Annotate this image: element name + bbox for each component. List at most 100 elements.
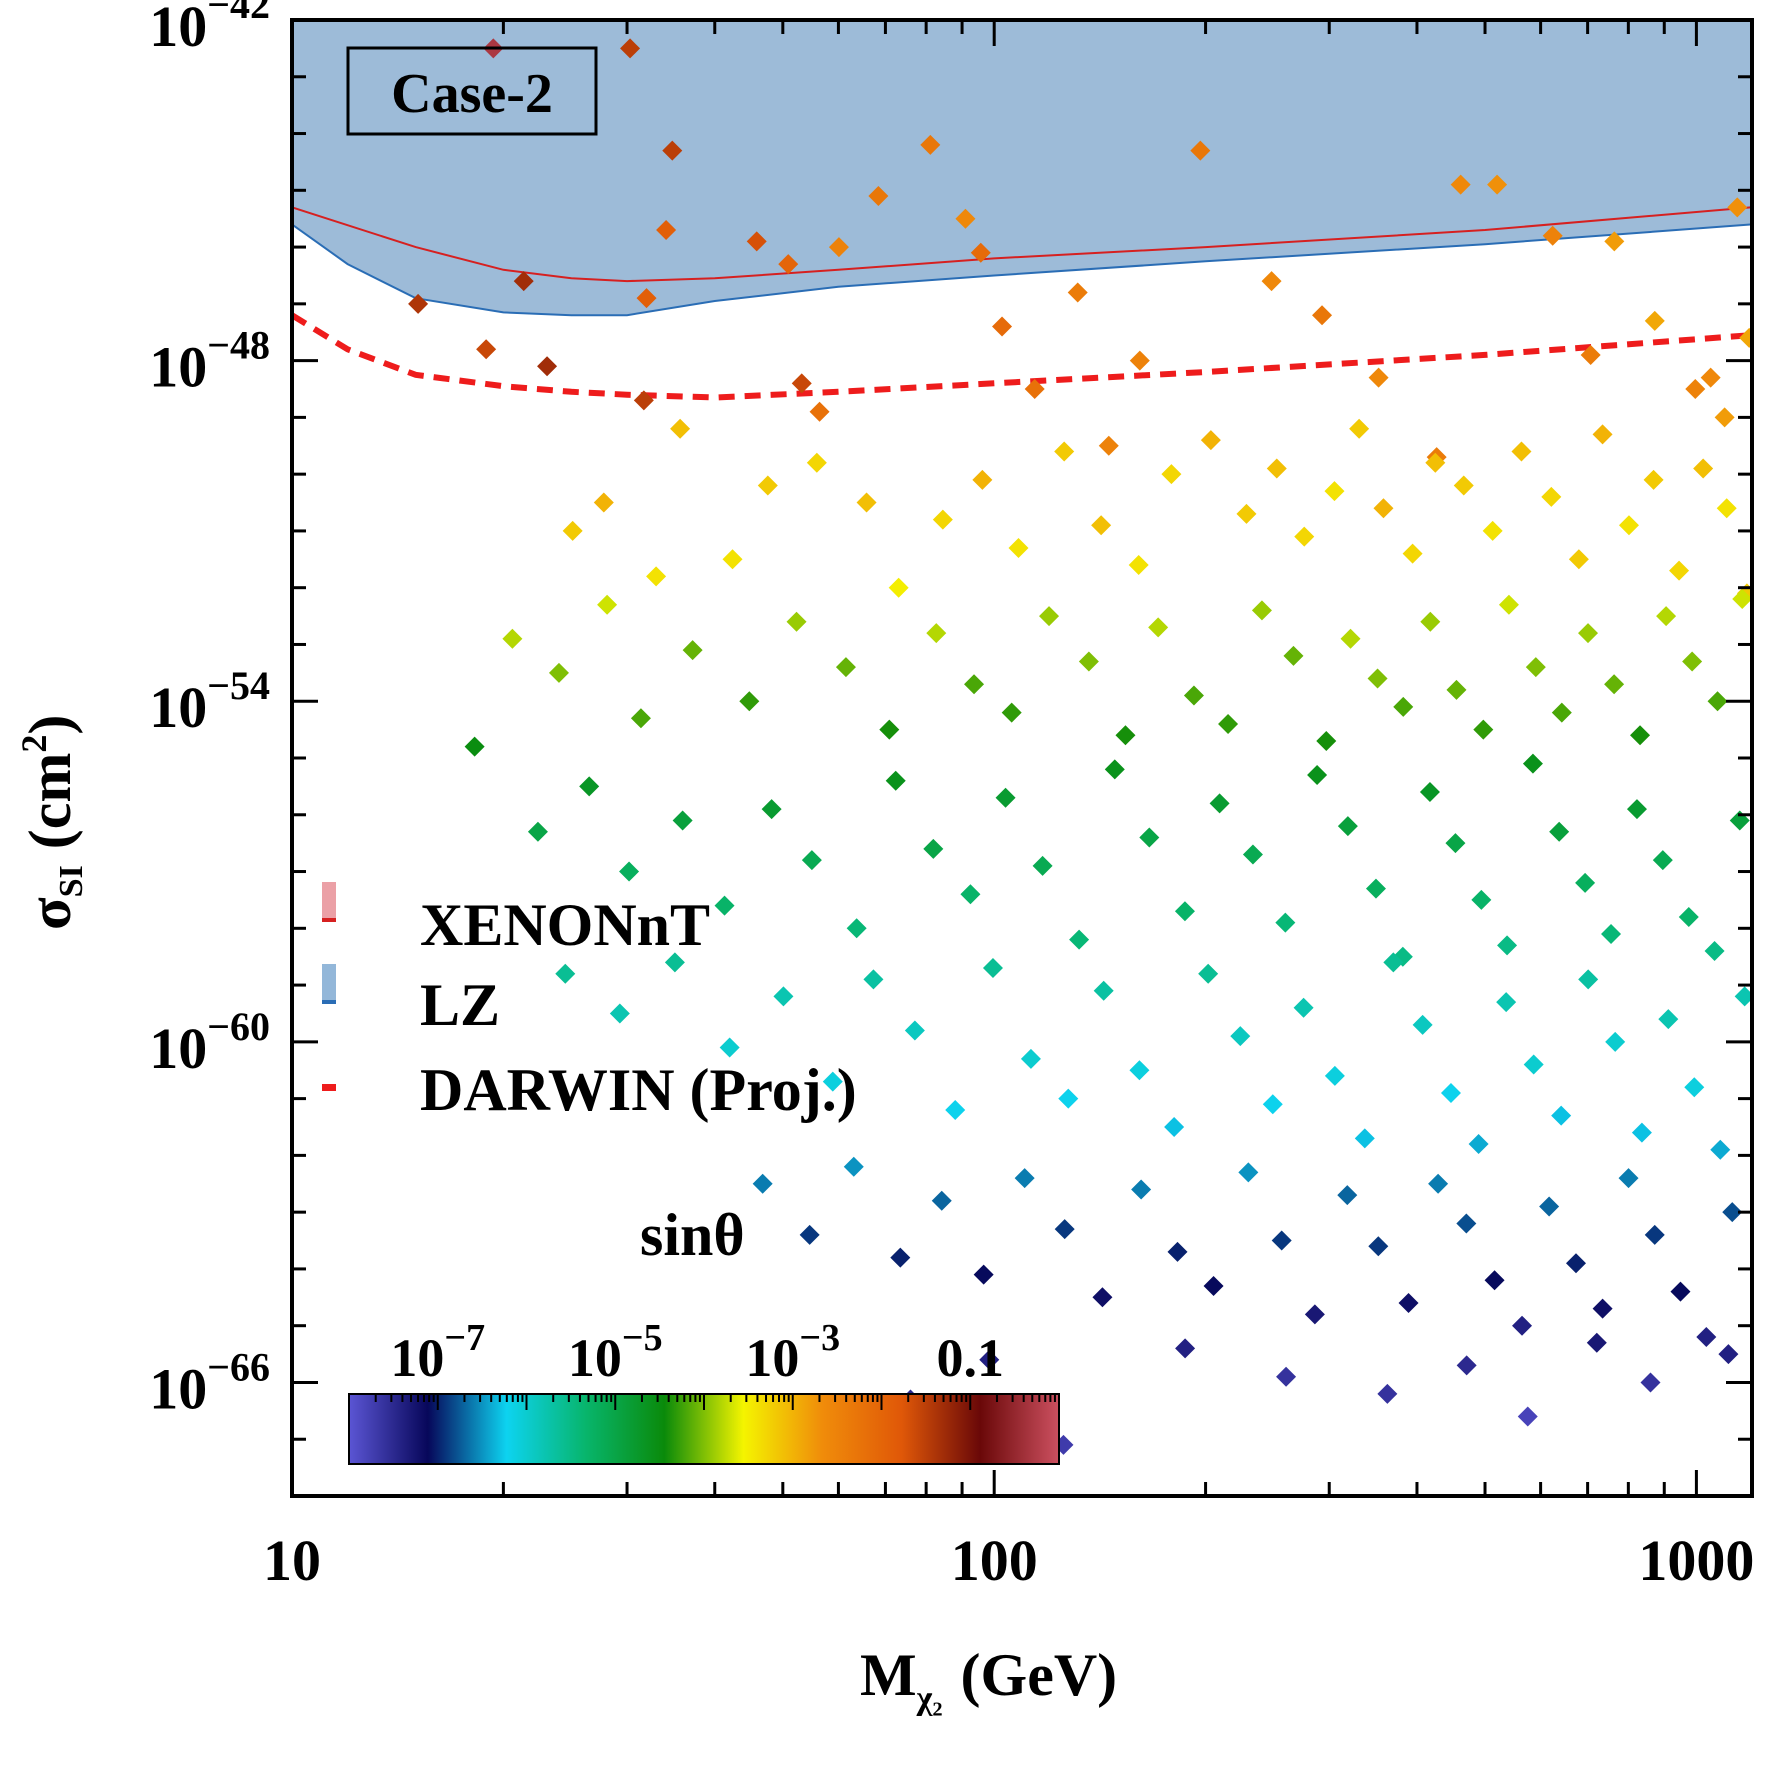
y-tick-label: 10−54 <box>149 663 270 740</box>
data-point <box>1644 310 1665 331</box>
data-point <box>1349 418 1370 439</box>
data-point <box>773 986 794 1007</box>
colorbar-tick-exponent: −5 <box>622 1317 663 1359</box>
data-point <box>806 452 827 473</box>
data-point <box>636 288 657 309</box>
data-point <box>1484 1270 1505 1291</box>
data-point <box>1716 498 1737 519</box>
y-tick-label: 10−60 <box>149 1004 270 1081</box>
data-point <box>1551 1105 1572 1126</box>
y-tick-base: 10 <box>149 1016 207 1081</box>
x-tick-label: 1000 <box>1638 1528 1754 1593</box>
data-point <box>1148 617 1169 638</box>
data-point <box>502 628 523 649</box>
data-point <box>835 657 856 678</box>
data-point <box>1402 543 1423 564</box>
data-point <box>1393 696 1414 717</box>
data-point <box>1549 821 1570 842</box>
data-point <box>1054 1219 1075 1240</box>
data-point <box>1605 1031 1626 1052</box>
colorbar-title: sinθ <box>640 1202 745 1268</box>
data-point <box>995 787 1016 808</box>
x-axis: 10 100 1000 <box>263 20 1754 1593</box>
data-point <box>1652 850 1673 871</box>
data-point <box>1568 549 1589 570</box>
colorbar-tick-base: 10 <box>568 1328 622 1388</box>
colorbar-tick-exponent: −3 <box>799 1317 840 1359</box>
data-point <box>1175 1338 1196 1359</box>
data-point <box>1601 923 1622 944</box>
data-point <box>1190 140 1211 161</box>
data-point <box>822 1071 843 1092</box>
y-tick-label: 10−48 <box>149 323 270 400</box>
colorbar-tick-label: 10−5 <box>568 1317 663 1388</box>
data-point <box>548 662 569 683</box>
data-point <box>1498 594 1519 615</box>
data-point <box>1261 271 1282 292</box>
data-point <box>1139 827 1160 848</box>
legend-swatch-xenonnt-line <box>322 918 336 922</box>
data-point <box>863 969 884 990</box>
data-point <box>920 134 941 155</box>
data-point <box>1618 1168 1639 1189</box>
data-point <box>1262 1094 1283 1115</box>
data-point <box>739 691 760 712</box>
legend-swatch-xenonnt <box>322 882 336 922</box>
y-axis-title-unit-post: ) <box>17 715 83 735</box>
colorbar-tick-label: 0.1 <box>937 1328 1005 1388</box>
data-point <box>1739 327 1752 348</box>
x-axis-title-unit: (GeV) <box>961 1642 1118 1708</box>
data-point <box>1161 464 1182 485</box>
colorbar-tick-labels: 10−7 10−5 10−3 0.1 <box>390 1317 1004 1388</box>
data-point <box>408 293 429 314</box>
data-point <box>1539 1196 1560 1217</box>
data-point <box>1682 651 1703 672</box>
data-point <box>662 140 683 161</box>
data-point <box>1497 935 1518 956</box>
data-point <box>1482 520 1503 541</box>
data-point <box>1575 872 1596 893</box>
data-point <box>1092 1287 1113 1308</box>
data-point <box>843 1156 864 1177</box>
colorbar-tick-base: 10 <box>745 1328 799 1388</box>
data-point <box>1456 1355 1477 1376</box>
data-point <box>1354 1128 1375 1149</box>
x-axis-title-main: M <box>860 1642 917 1708</box>
data-point <box>1275 912 1296 933</box>
y-tick-label: 10−42 <box>149 0 270 59</box>
data-point <box>1091 515 1112 536</box>
data-point <box>664 952 685 973</box>
data-point <box>757 475 778 496</box>
data-point <box>1368 1236 1389 1257</box>
colorbar-tick-base: 10 <box>390 1328 444 1388</box>
data-point <box>1722 1202 1743 1223</box>
data-point <box>1604 231 1625 252</box>
x-tick-label: 100 <box>951 1528 1038 1593</box>
data-point <box>1565 1253 1586 1274</box>
data-point <box>537 356 558 377</box>
data-point <box>970 242 991 263</box>
data-point <box>973 1264 994 1285</box>
data-point <box>1001 702 1022 723</box>
data-point <box>1078 651 1099 672</box>
data-point <box>1517 1406 1538 1427</box>
data-point <box>1522 753 1543 774</box>
data-point <box>1251 600 1272 621</box>
data-point <box>1167 1241 1188 1262</box>
data-point <box>527 821 548 842</box>
case-label: Case-2 <box>391 63 553 125</box>
y-tick-base: 10 <box>149 1356 207 1421</box>
data-point <box>964 674 985 695</box>
data-point <box>868 185 889 206</box>
y-axis-title-sub: SI <box>53 865 90 897</box>
data-point <box>1203 1275 1224 1296</box>
data-point <box>955 208 976 229</box>
data-point <box>464 736 485 757</box>
data-point <box>1008 537 1029 558</box>
data-point <box>1419 782 1440 803</box>
data-point <box>646 566 667 587</box>
data-point <box>476 339 497 360</box>
data-point <box>579 776 600 797</box>
